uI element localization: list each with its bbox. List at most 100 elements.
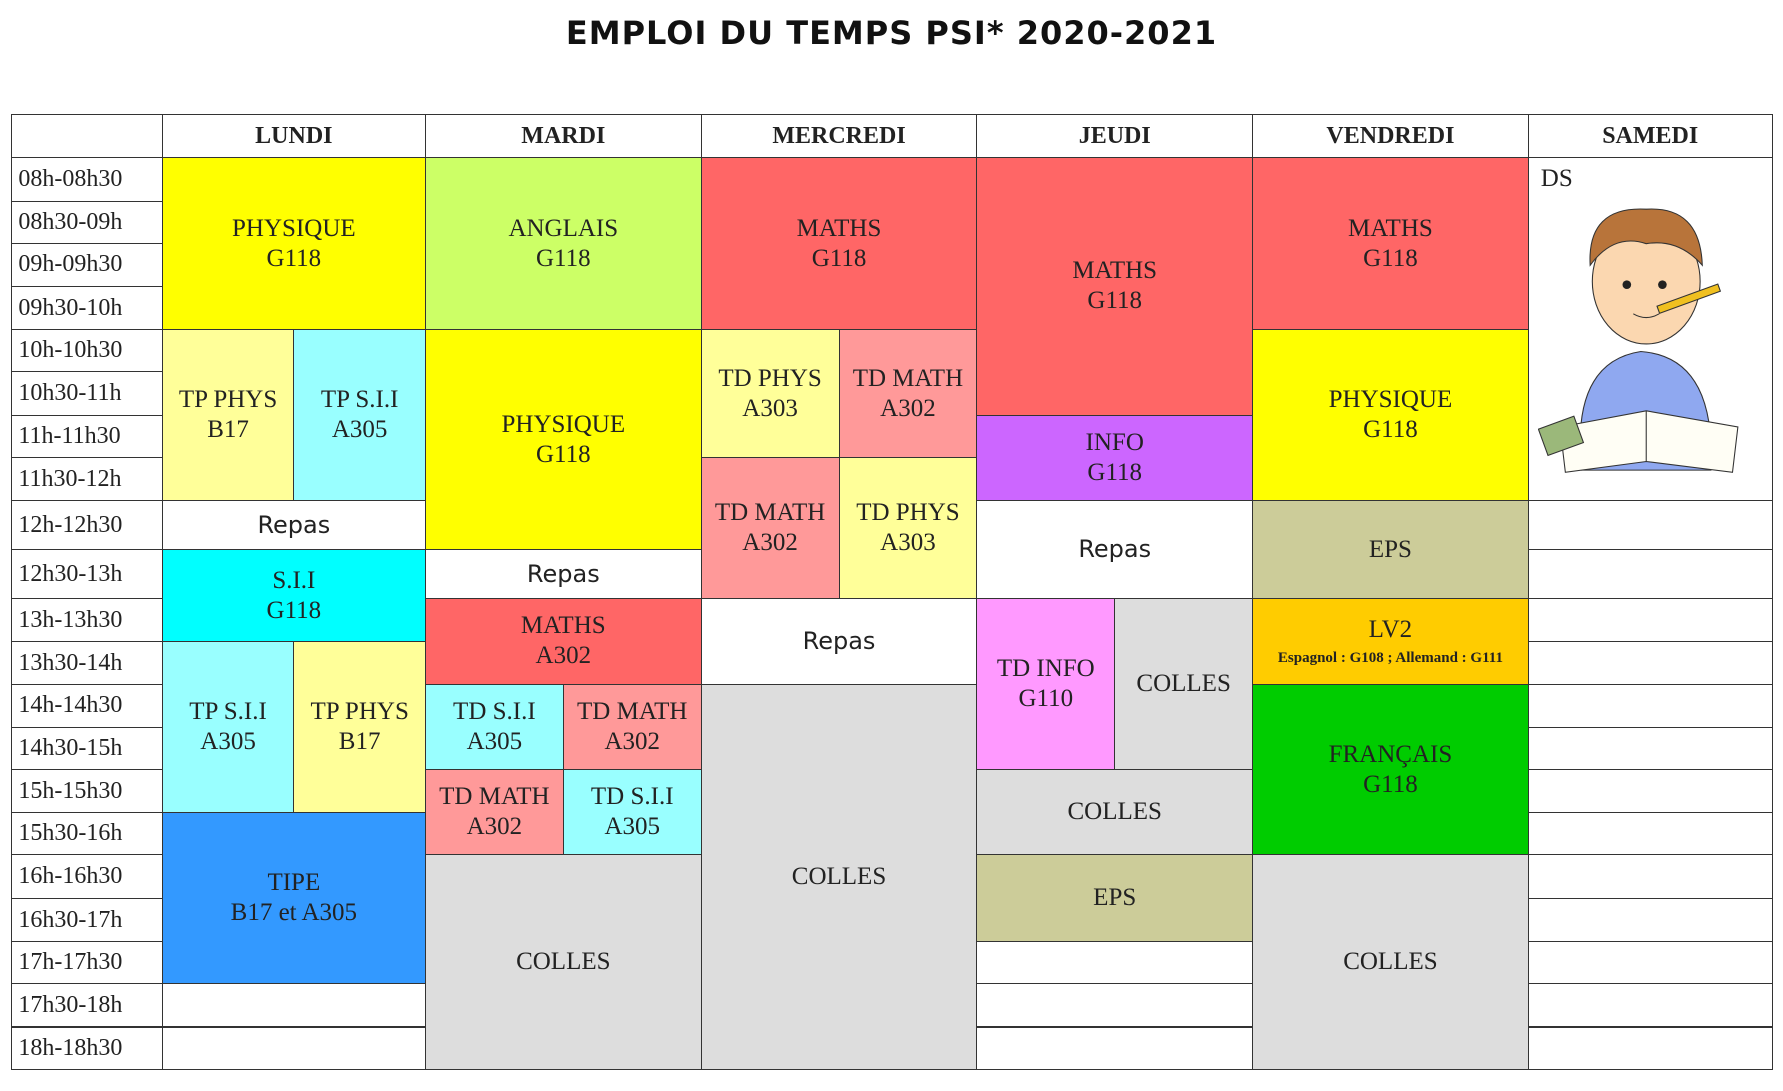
course-block: TD S.I.I A305 (424, 683, 564, 771)
course-block: TP PHYS B17 (293, 641, 426, 814)
course-text: EPS (1368, 535, 1412, 563)
course-text: Repas (802, 626, 876, 655)
time-label: 12h30-13h (18, 560, 123, 587)
day-label: MERCREDI (772, 122, 906, 149)
day-label: LUNDI (255, 122, 333, 149)
time-cell: 18h-18h30 (11, 1026, 163, 1070)
course-block: TD MATH A302 (838, 329, 978, 458)
course-text: Espagnol : G108 ; Allemand : G111 (1277, 650, 1503, 667)
course-text: A305 (331, 416, 388, 444)
course-text: LV2 (1368, 616, 1413, 644)
time-cell: 11h-11h30 (11, 414, 163, 458)
time-label: 18h-18h30 (18, 1034, 123, 1061)
time-label: 13h30-14h (18, 649, 123, 676)
course-text: COLLES (791, 862, 887, 890)
course-text: TP S.I.I (189, 698, 267, 726)
course-text: TD MATH (439, 783, 550, 811)
course-text: PHYSIQUE (1328, 386, 1453, 414)
course-text: TD MATH (577, 697, 688, 725)
course-text: FRANÇAIS (1328, 740, 1453, 768)
course-block: TD PHYS A303 (700, 329, 840, 458)
course-block: PHYSIQUE G118 (1252, 329, 1529, 502)
time-label: 10h-10h30 (18, 337, 123, 364)
time-cell: 15h30-16h (11, 812, 163, 856)
course-block: TP PHYS B17 (161, 329, 295, 502)
course-text: TD MATH (714, 498, 826, 526)
course-text: G118 (535, 244, 591, 272)
course-text: Repas (257, 510, 331, 539)
time-label: 10h30-11h (18, 380, 122, 407)
course-text: COLLES (1136, 670, 1231, 698)
time-label: 14h-14h30 (18, 692, 123, 719)
course-text: COLLES (1343, 948, 1438, 976)
course-block: COLLES (700, 683, 978, 1070)
course-text: DS (1540, 165, 1573, 193)
empty-cell (1527, 812, 1773, 856)
empty-cell (1527, 598, 1773, 643)
time-label: 08h30-09h (18, 208, 123, 235)
time-cell: 12h-12h30 (11, 500, 163, 551)
course-block: PHYSIQUE G118 (424, 329, 702, 551)
course-text: G118 (535, 440, 591, 468)
course-text: TIPE (267, 869, 321, 897)
course-block: Repas (976, 500, 1254, 600)
course-text: TD S.I.I (590, 783, 674, 811)
course-text: PHYSIQUE (501, 410, 626, 438)
time-cell: 13h30-14h (11, 641, 163, 685)
course-text: TD PHYS (856, 498, 960, 526)
student-illustration (1537, 208, 1739, 473)
empty-cell (1527, 854, 1773, 899)
course-block: TD INFO G110 (976, 598, 1116, 771)
empty-cell (161, 983, 426, 1028)
time-cell: 17h-17h30 (11, 941, 163, 985)
course-text: A303 (742, 394, 798, 422)
course-text: INFO (1085, 428, 1144, 456)
time-cell: 10h30-11h (11, 371, 163, 416)
course-text: G118 (1363, 416, 1418, 444)
course-text: A305 (466, 727, 523, 755)
time-cell: 14h-14h30 (11, 683, 163, 728)
course-block: TD MATH A302 (700, 456, 840, 600)
course-text: TD MATH (852, 364, 964, 392)
time-label: 16h30-17h (18, 906, 123, 933)
course-text: Repas (526, 559, 600, 588)
time-cell: 09h-09h30 (11, 242, 163, 287)
course-block: FRANÇAIS G118 (1252, 683, 1529, 856)
course-text: MATHS (1072, 257, 1158, 285)
course-text: G118 (266, 596, 322, 624)
course-text: TD S.I.I (453, 697, 536, 725)
time-label: 17h30-18h (18, 991, 123, 1018)
time-cell: 14h30-15h (11, 726, 163, 770)
course-block: COLLES (1114, 598, 1254, 771)
time-cell: 17h30-18h (11, 983, 163, 1028)
day-label: VENDREDI (1326, 122, 1455, 149)
course-block: PHYSIQUE G118 (161, 157, 426, 331)
time-label: 13h-13h30 (18, 606, 123, 633)
course-block: COLLES (424, 854, 702, 1070)
course-text: A302 (535, 642, 592, 670)
course-block: Repas (161, 500, 426, 551)
course-text: ANGLAIS (508, 214, 619, 242)
course-text: S.I.I (272, 566, 316, 594)
empty-cell (1527, 641, 1773, 685)
time-label: 12h-12h30 (18, 511, 123, 538)
course-block: MATHS A302 (424, 598, 702, 685)
course-block: TIPE B17 et A305 (161, 812, 426, 985)
empty-cell (1527, 983, 1773, 1028)
course-block: EPS (1252, 500, 1529, 600)
course-text: TD PHYS (718, 364, 822, 392)
course-text: MATHS (796, 214, 882, 242)
course-text: COLLES (516, 948, 611, 976)
course-block: TD PHYS A303 (838, 456, 978, 600)
course-text: A305 (604, 813, 661, 841)
corner-cell (11, 113, 163, 159)
course-text: A302 (466, 813, 523, 841)
course-block: DS (1527, 157, 1773, 502)
time-label: 17h-17h30 (18, 949, 123, 976)
time-cell: 12h30-13h (11, 549, 163, 600)
time-cell: 08h30-09h (11, 200, 163, 244)
empty-cell (1527, 549, 1773, 600)
empty-cell (1527, 941, 1773, 985)
time-label: 08h-08h30 (18, 165, 123, 192)
